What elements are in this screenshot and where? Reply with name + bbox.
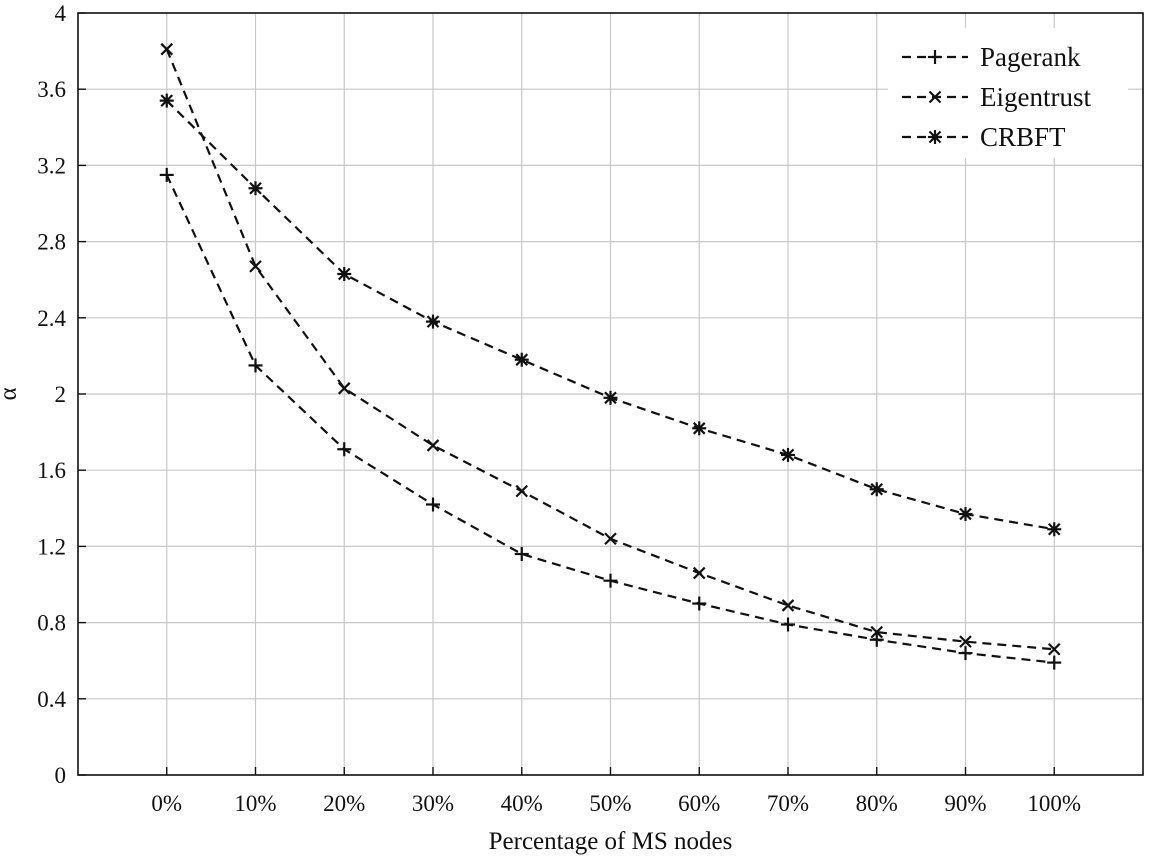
data-point-eigentrust <box>426 439 440 452</box>
y-axis-ticks: 0 0.4 0.8 1.2 1.6 2 2.4 2.8 3.2 3.6 4 <box>37 1 86 788</box>
data-point-crbft <box>692 421 707 436</box>
x-tick-label: 60% <box>678 791 720 816</box>
legend-marker <box>928 130 942 144</box>
series-eigentrust <box>160 42 1061 656</box>
data-point-pagerank <box>692 596 707 611</box>
legend-item-eigentrust: Eigentrust <box>902 82 1091 112</box>
data-point-crbft <box>159 93 174 108</box>
x-axis-ticks: 0% 10% 20% 30% 40% 50% 60% 70% 80% 90% 100% <box>151 767 1081 816</box>
legend-marker <box>928 90 942 104</box>
x-tick-label: 80% <box>856 791 898 816</box>
x-tick-label: 40% <box>501 791 543 816</box>
data-point-pagerank <box>159 167 174 182</box>
x-axis-title: Percentage of MS nodes <box>489 828 733 855</box>
data-point-pagerank <box>337 442 352 457</box>
data-point-pagerank <box>603 573 618 588</box>
data-point-crbft <box>781 447 795 462</box>
legend-label: Pagerank <box>980 42 1081 72</box>
data-point-pagerank <box>1047 655 1062 670</box>
x-tick-label: 100% <box>1027 791 1081 816</box>
y-tick-label: 4 <box>55 1 67 26</box>
legend: Pagerank Eigentrust CRBFT <box>888 28 1128 158</box>
data-point-pagerank <box>781 617 795 632</box>
x-tick-label: 30% <box>412 791 454 816</box>
data-point-pagerank <box>869 632 884 647</box>
x-tick-label: 50% <box>589 791 631 816</box>
data-point-eigentrust <box>604 532 617 546</box>
data-point-crbft <box>337 266 352 281</box>
data-point-eigentrust <box>515 484 529 498</box>
x-tick-label: 90% <box>944 791 986 816</box>
y-axis-title: α <box>0 387 22 400</box>
legend-item-crbft: CRBFT <box>902 122 1066 152</box>
y-tick-label: 3.6 <box>37 77 66 102</box>
x-tick-label: 10% <box>234 791 276 816</box>
y-tick-label: 2 <box>55 382 67 407</box>
series-crbft <box>159 93 1062 537</box>
data-point-eigentrust <box>337 382 351 395</box>
data-point-eigentrust <box>781 599 795 612</box>
y-tick-label: 3.2 <box>37 153 66 178</box>
y-tick-label: 2.8 <box>37 230 66 255</box>
data-point-pagerank <box>426 497 440 512</box>
y-tick-label: 0.8 <box>37 611 66 636</box>
data-point-crbft <box>603 390 618 405</box>
data-point-eigentrust <box>249 260 262 273</box>
legend-label: CRBFT <box>980 122 1066 152</box>
data-point-crbft <box>426 314 440 329</box>
legend-label: Eigentrust <box>980 82 1091 112</box>
y-tick-label: 0.4 <box>37 687 66 712</box>
data-point-eigentrust <box>959 635 972 648</box>
x-tick-label: 0% <box>151 791 182 816</box>
data-point-crbft <box>958 507 973 522</box>
data-point-pagerank <box>958 646 973 661</box>
x-tick-label: 20% <box>323 791 365 816</box>
data-point-pagerank <box>248 358 263 373</box>
y-tick-label: 0 <box>55 763 67 788</box>
y-tick-label: 1.2 <box>37 534 66 559</box>
data-point-eigentrust <box>692 566 706 580</box>
x-tick-label: 70% <box>767 791 809 816</box>
data-point-crbft <box>1047 522 1062 537</box>
data-point-pagerank <box>514 547 529 562</box>
data-point-crbft <box>514 352 529 367</box>
data-point-crbft <box>869 482 884 497</box>
series-pagerank <box>159 167 1062 670</box>
legend-items: Pagerank Eigentrust CRBFT <box>902 42 1091 152</box>
data-point-eigentrust <box>1047 642 1061 656</box>
series-layer <box>159 42 1062 670</box>
y-tick-label: 2.4 <box>37 306 66 331</box>
data-point-eigentrust <box>160 42 174 56</box>
legend-item-pagerank: Pagerank <box>902 42 1081 72</box>
y-tick-label: 1.6 <box>37 458 66 483</box>
legend-marker <box>928 50 942 64</box>
data-point-crbft <box>248 181 263 196</box>
data-point-eigentrust <box>870 625 884 639</box>
